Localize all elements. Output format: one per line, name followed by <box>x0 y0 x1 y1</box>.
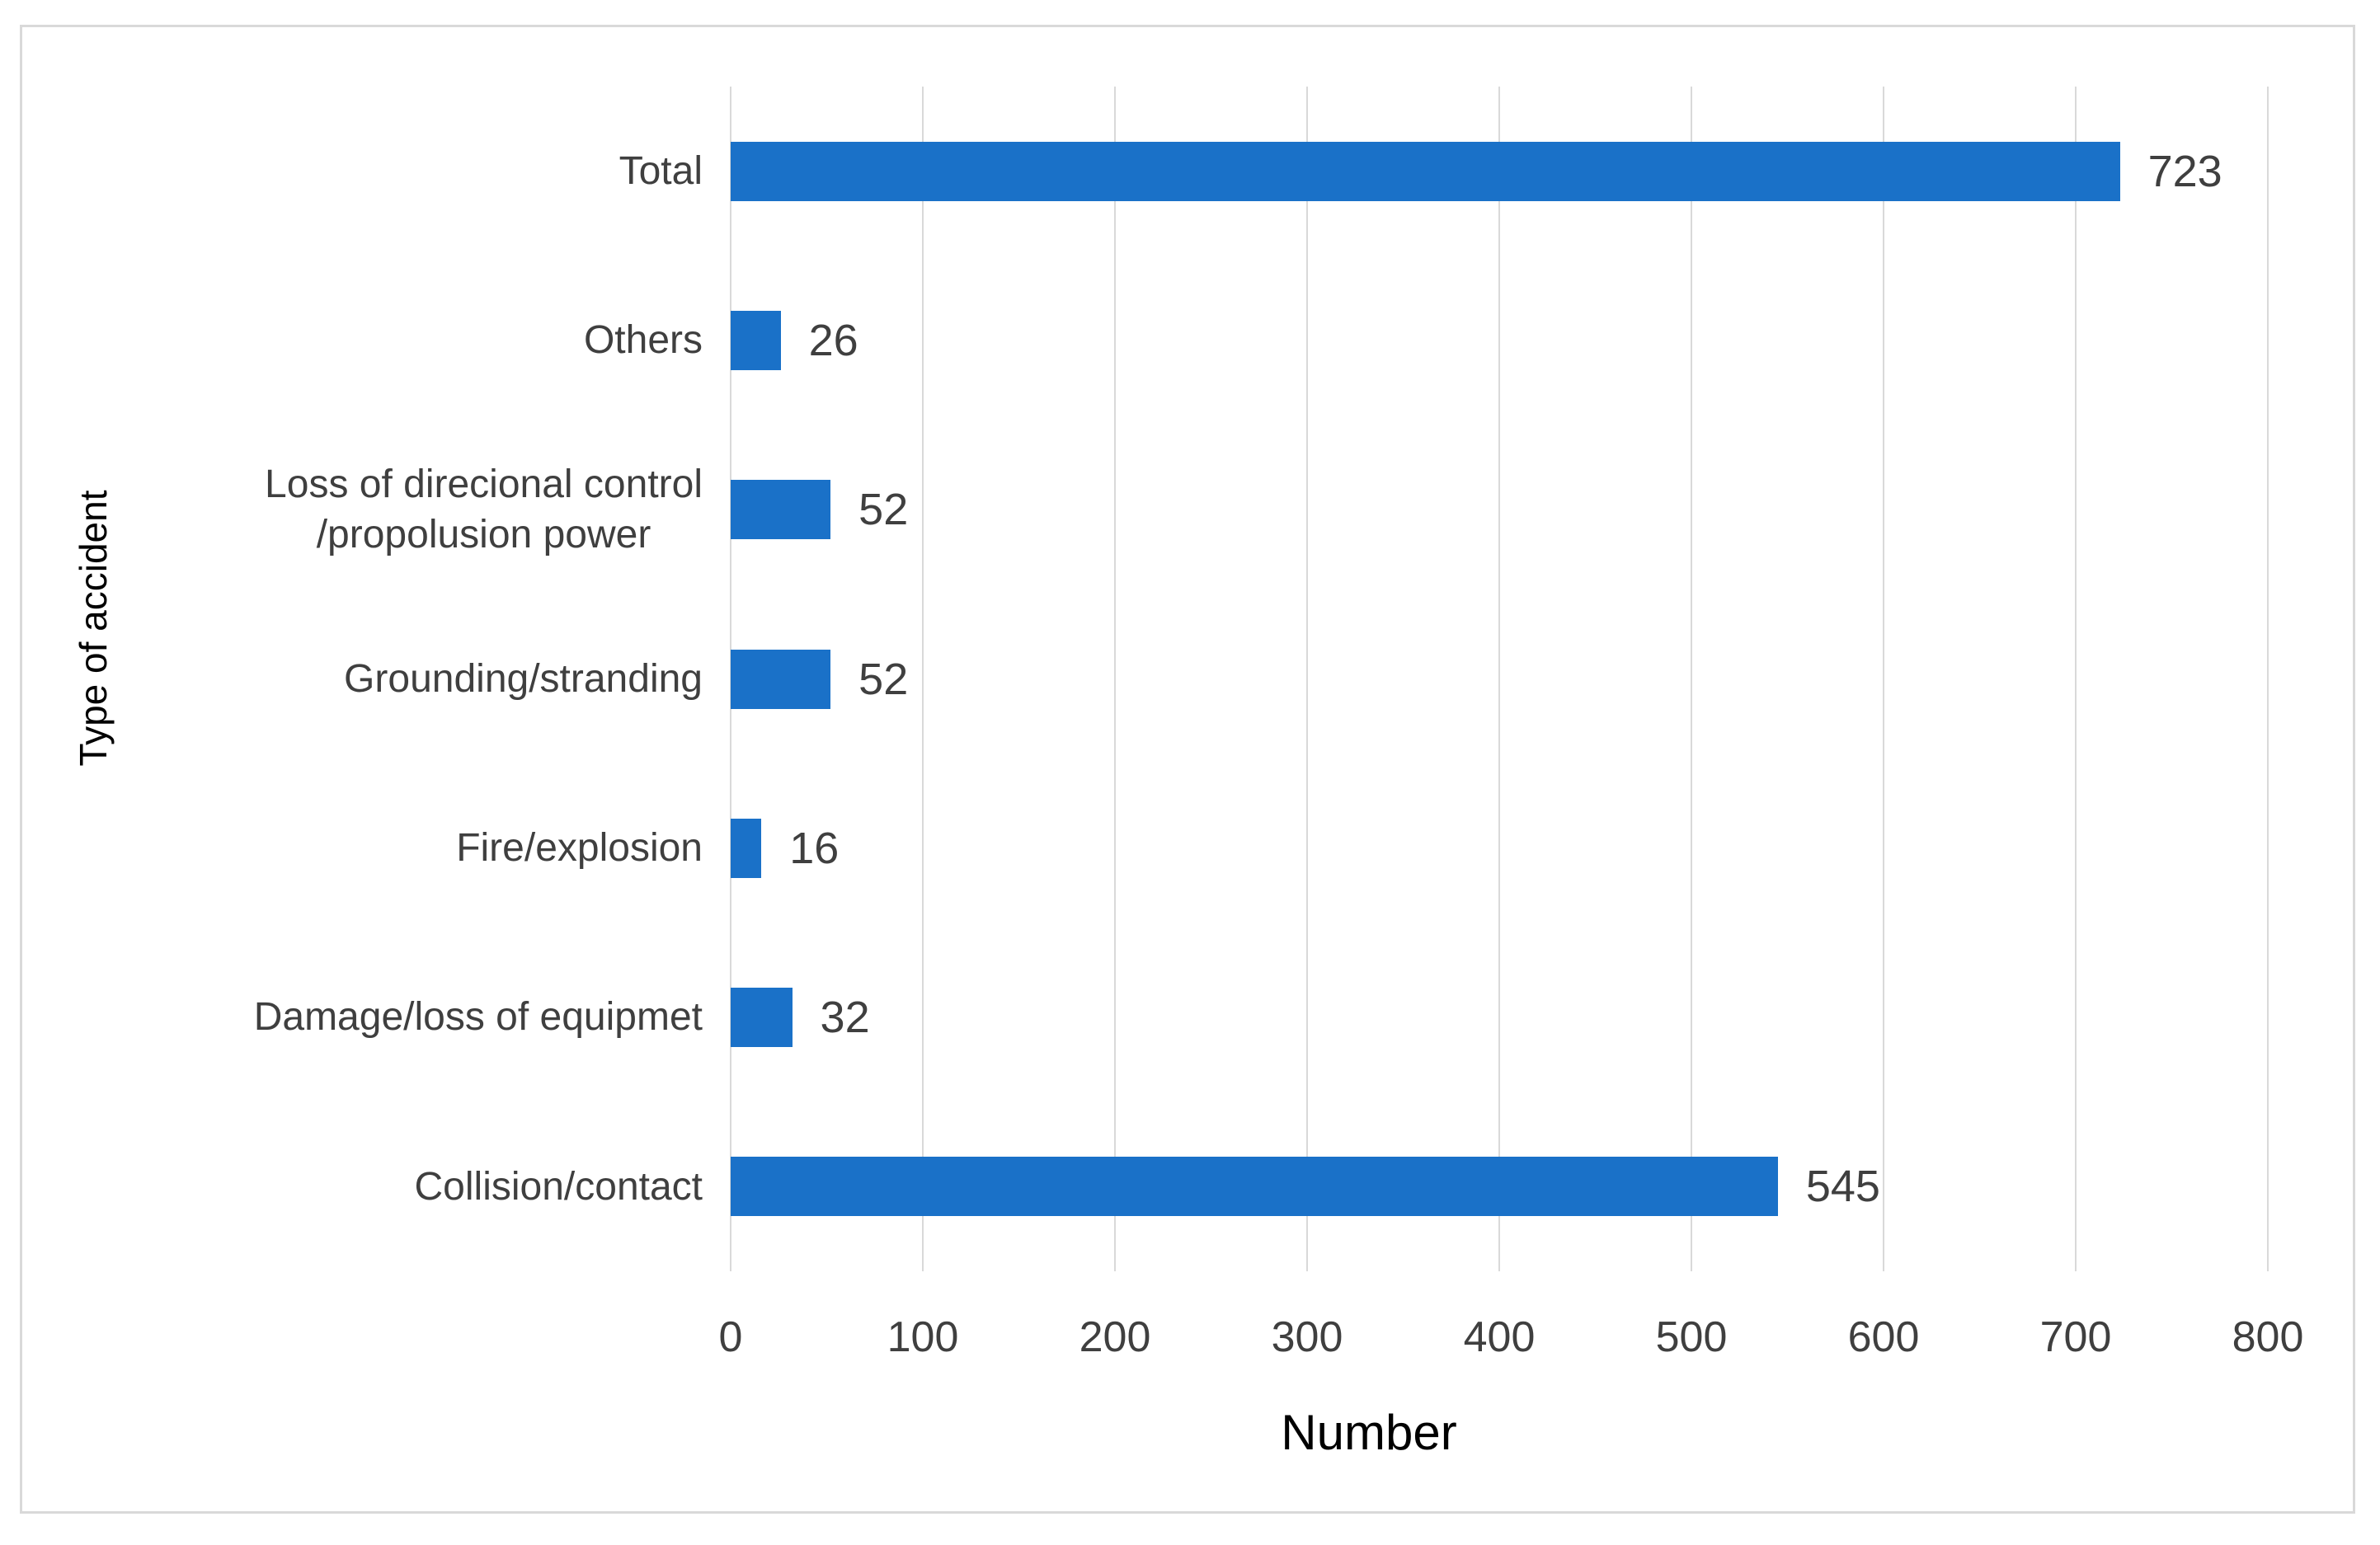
bar <box>731 1157 1778 1217</box>
bar-value-label: 16 <box>789 823 840 873</box>
x-tick-label: 0 <box>718 1313 743 1361</box>
category-label-text: Total <box>619 148 703 193</box>
x-tick-label: 700 <box>2039 1313 2112 1361</box>
bar <box>731 818 761 878</box>
category-label-text: Others <box>583 318 703 363</box>
category-label: Others <box>107 256 703 425</box>
chart-border <box>20 25 2355 1514</box>
x-tick-label: 400 <box>1463 1313 1536 1361</box>
bar-value-label: 545 <box>1805 1162 1880 1212</box>
gridline <box>1691 87 1692 1271</box>
bar-value-label: 723 <box>2147 146 2222 196</box>
category-label: Grounding/stranding <box>107 594 703 763</box>
category-label-text: Damage/loss of equipmet <box>253 995 703 1040</box>
bar <box>731 988 793 1048</box>
bar-value-label: 52 <box>858 654 909 704</box>
bar <box>731 649 830 709</box>
gridline <box>1883 87 1884 1271</box>
bar <box>731 141 2120 201</box>
bar-value-label: 52 <box>858 485 909 535</box>
category-label: Total <box>107 87 703 256</box>
bar-value-label: 32 <box>820 993 870 1043</box>
bar-value-label: 26 <box>808 315 858 365</box>
category-label-text: Collision/contact <box>414 1164 703 1209</box>
gridline <box>2075 87 2077 1271</box>
category-label-text: Grounding/stranding <box>344 656 703 701</box>
gridline <box>1498 87 1500 1271</box>
bar <box>731 310 781 370</box>
gridline <box>922 87 924 1271</box>
x-tick-label: 100 <box>887 1313 959 1361</box>
gridline <box>2267 87 2269 1271</box>
x-tick-label: 300 <box>1271 1313 1343 1361</box>
bar <box>731 480 830 540</box>
x-tick-label: 200 <box>1079 1313 1151 1361</box>
x-tick-label: 600 <box>1847 1313 1920 1361</box>
category-label: Collision/contact <box>107 1102 703 1271</box>
category-label-text: Fire/explosion <box>456 826 703 871</box>
gridline <box>1306 87 1308 1271</box>
category-label: Fire/explosion <box>107 763 703 932</box>
x-axis-title: Number <box>1281 1405 1457 1460</box>
x-tick-label: 500 <box>1655 1313 1728 1361</box>
category-label: Loss of direcional control /propolusion … <box>107 425 703 594</box>
x-tick-label: 800 <box>2232 1313 2304 1361</box>
category-label: Damage/loss of equipmet <box>107 932 703 1101</box>
gridline <box>1114 87 1116 1271</box>
category-label-text: Loss of direcional control /propolusion … <box>265 462 703 557</box>
